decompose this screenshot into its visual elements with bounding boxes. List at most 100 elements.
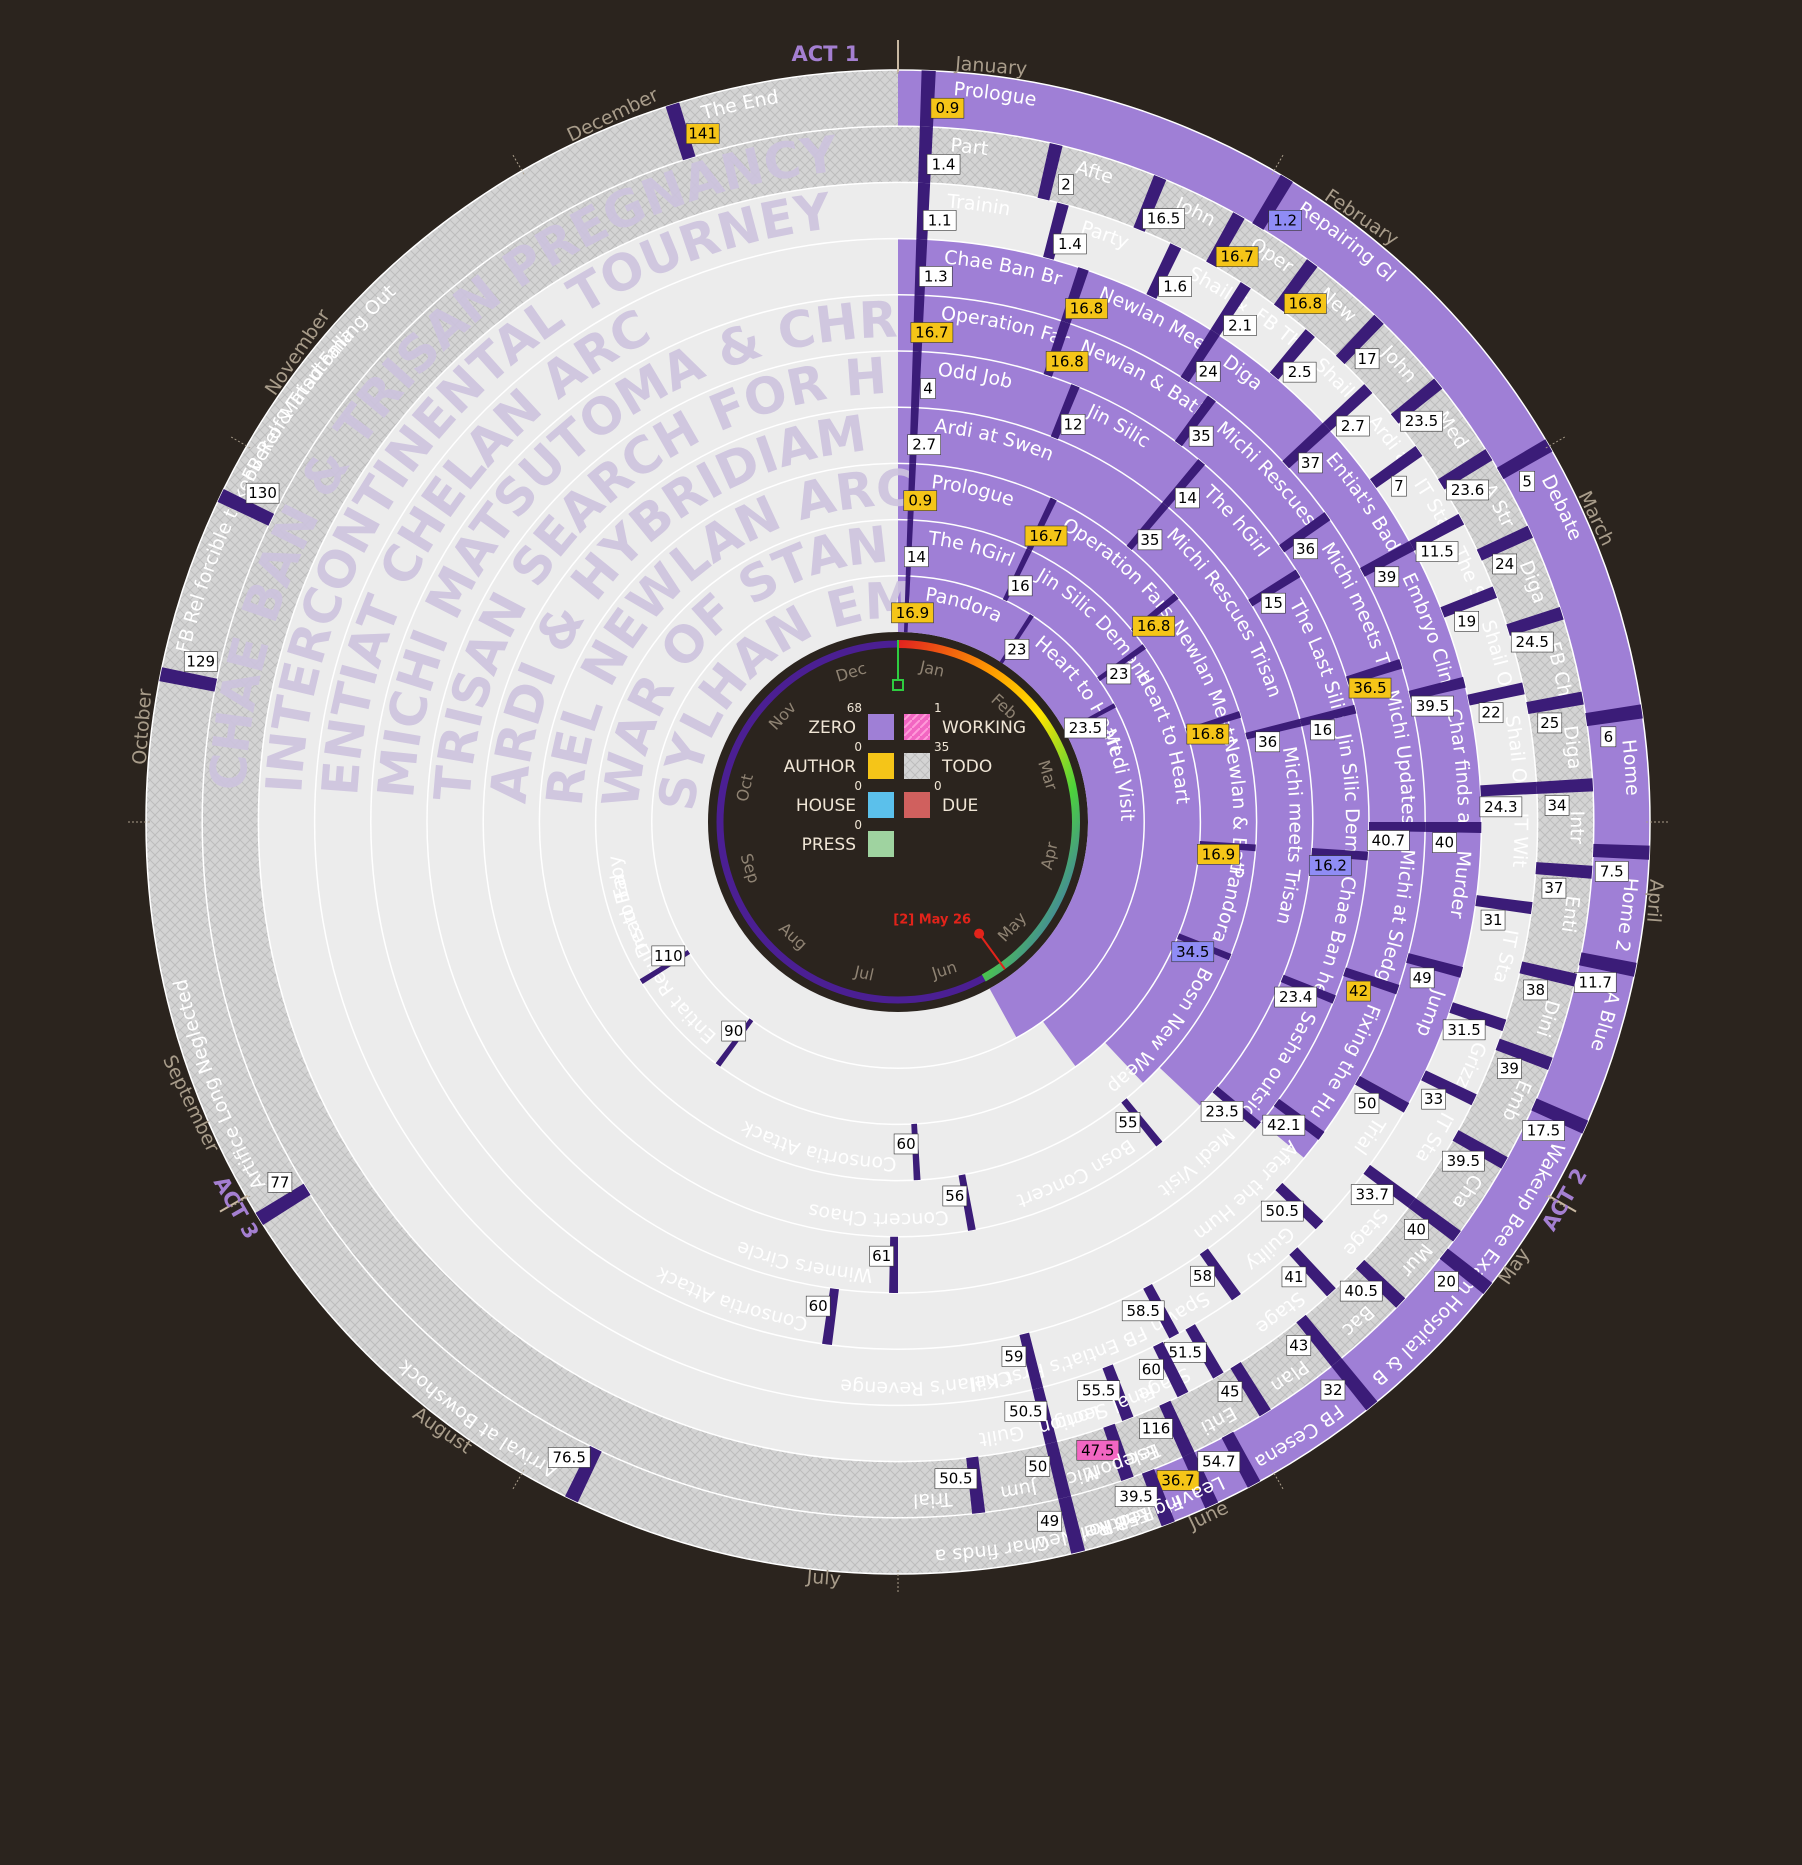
scene-number-badge[interactable]: 50 [1354,1093,1380,1114]
scene-number-badge[interactable]: 24.5 [1510,631,1554,653]
scene-number-badge[interactable]: 15 [1261,592,1286,614]
scene-number-badge[interactable]: 90 [721,1020,747,1042]
scene-number-badge[interactable]: 0.9 [903,490,938,511]
scene-number-badge[interactable]: 16 [1007,575,1033,597]
scene-number-badge[interactable]: 116 [1139,1418,1173,1439]
scene-number-badge[interactable]: 16.7 [1215,246,1259,267]
scene-number-badge[interactable]: 40 [1432,832,1457,853]
scene-number-badge[interactable]: 45 [1217,1381,1243,1402]
scene-number-badge[interactable]: 2.5 [1282,361,1317,383]
scene-number-badge[interactable]: 23.4 [1274,986,1317,1008]
scene-number-badge[interactable]: 23.5 [1064,717,1107,739]
scene-label[interactable]: Enti [1557,894,1584,934]
scene-number-badge[interactable]: 7.5 [1594,861,1629,882]
scene-number-badge[interactable]: 33.7 [1350,1184,1394,1205]
scene-number-badge[interactable]: 129 [183,651,218,672]
scene-number-badge[interactable]: 17.5 [1522,1120,1565,1141]
scene-number-badge[interactable]: 50.5 [934,1468,978,1490]
scene-number-badge[interactable]: 54.7 [1197,1451,1241,1472]
scene-number-badge[interactable]: 50.5 [1004,1401,1048,1422]
scene-number-badge[interactable]: 2 [1058,174,1074,195]
scene-number-badge[interactable]: 35 [1188,425,1214,447]
scene-number-badge[interactable]: 16.5 [1142,208,1185,229]
scene-number-badge[interactable]: 0.9 [930,97,965,119]
scene-number-badge[interactable]: 4 [920,378,936,399]
scene-number-badge[interactable]: 5 [1519,470,1535,492]
scene-number-badge[interactable]: 20 [1434,1271,1459,1292]
scene-number-badge[interactable]: 24 [1195,361,1221,382]
scene-number-badge[interactable]: 36.7 [1156,1470,1200,1491]
scene-number-badge[interactable]: 37 [1298,452,1323,474]
scene-number-badge[interactable]: 50.5 [1260,1200,1304,1222]
scene-number-badge[interactable]: 16 [1310,719,1335,741]
scene-number-badge[interactable]: 16.7 [910,322,954,343]
scene-number-badge[interactable]: 24 [1492,553,1517,575]
scene-number-badge[interactable]: 42 [1346,980,1371,1002]
scene-number-badge[interactable]: 16.8 [1284,293,1327,314]
scene-number-badge[interactable]: 38 [1523,979,1548,1001]
scene-number-badge[interactable]: 16.8 [1186,723,1230,745]
scene-number-badge[interactable]: 61 [869,1245,894,1267]
scene-number-badge[interactable]: 31.5 [1442,1019,1486,1041]
scene-number-badge[interactable]: 36 [1255,731,1280,753]
scene-number-badge[interactable]: 36 [1293,538,1318,560]
scene-number-badge[interactable]: 23 [1106,663,1132,685]
scene-number-badge[interactable]: 2.7 [907,434,941,455]
scene-number-badge[interactable]: 49 [1037,1510,1062,1532]
scene-number-badge[interactable]: 50 [1025,1455,1051,1477]
scene-number-badge[interactable]: 40 [1404,1219,1429,1240]
scene-number-badge[interactable]: 19 [1454,610,1479,632]
scene-label[interactable]: Intr [1565,810,1587,844]
scene-number-badge[interactable]: 23.5 [1200,1101,1244,1122]
scene-number-badge[interactable]: 141 [685,123,720,144]
scene-number-badge[interactable]: 34 [1544,795,1570,816]
scene-number-badge[interactable]: 76.5 [547,1447,591,1468]
scene-number-badge[interactable]: 16.8 [1065,298,1108,319]
scene-number-badge[interactable]: 23.6 [1446,479,1489,501]
scene-label[interactable]: IT Wit [1508,813,1532,869]
scene-number-badge[interactable]: 2.7 [1336,415,1370,437]
scene-number-badge[interactable]: 60 [1139,1358,1164,1380]
scene-number-badge[interactable]: 56 [942,1185,968,1207]
scene-number-badge[interactable]: 23.5 [1400,410,1443,432]
scene-number-badge[interactable]: 23 [1004,639,1030,660]
scene-number-badge[interactable]: 55 [1115,1112,1141,1133]
scene-number-badge[interactable]: 39.5 [1114,1486,1158,1507]
scene-number-badge[interactable]: 1.6 [1158,276,1192,297]
scene-number-badge[interactable]: 1.3 [918,266,953,287]
scene-number-badge[interactable]: 39 [1374,566,1400,588]
scene-number-badge[interactable]: 60 [893,1133,919,1155]
scene-number-badge[interactable]: 34.5 [1171,941,1215,963]
scene-number-badge[interactable]: 2.1 [1223,315,1257,336]
scene-number-badge[interactable]: 130 [245,482,280,504]
scene-number-badge[interactable]: 36.5 [1348,677,1392,699]
scene-number-badge[interactable]: 22 [1478,702,1504,724]
scene-label[interactable]: Diga [1559,724,1586,770]
scene-number-badge[interactable]: 16.2 [1308,855,1352,876]
scene-number-badge[interactable]: 37 [1541,877,1567,899]
scene-number-badge[interactable]: 16.8 [1132,615,1176,637]
scene-number-badge[interactable]: 32 [1320,1379,1346,1401]
scene-number-badge[interactable]: 51.5 [1163,1341,1207,1363]
scene-number-badge[interactable]: 39 [1497,1058,1522,1079]
scene-number-badge[interactable]: 14 [904,546,929,568]
scene-number-badge[interactable]: 6 [1600,726,1617,748]
scene-number-badge[interactable]: 39.5 [1442,1150,1485,1172]
scene-number-badge[interactable]: 40.7 [1367,830,1410,851]
scene-number-badge[interactable]: 49 [1409,967,1435,989]
scene-number-badge[interactable]: 47.5 [1076,1439,1120,1461]
scene-number-badge[interactable]: 55.5 [1077,1380,1121,1401]
scene-number-badge[interactable]: 1.1 [922,210,957,231]
scene-number-badge[interactable]: 12 [1060,414,1086,435]
scene-number-badge[interactable]: 16.9 [1197,844,1240,865]
scene-number-badge[interactable]: 58 [1190,1265,1215,1287]
scene-number-badge[interactable]: 11.5 [1415,541,1459,562]
scene-number-badge[interactable]: 35 [1137,529,1163,551]
scene-number-badge[interactable]: 40.5 [1339,1280,1383,1302]
scene-number-badge[interactable]: 60 [805,1295,831,1317]
scene-number-badge[interactable]: 25 [1537,712,1563,734]
scene-label[interactable]: Home [1617,738,1643,796]
scene-label[interactable]: Trial [913,1488,954,1512]
scene-number-badge[interactable]: 41 [1281,1266,1307,1288]
scene-number-badge[interactable]: 31 [1480,909,1506,931]
